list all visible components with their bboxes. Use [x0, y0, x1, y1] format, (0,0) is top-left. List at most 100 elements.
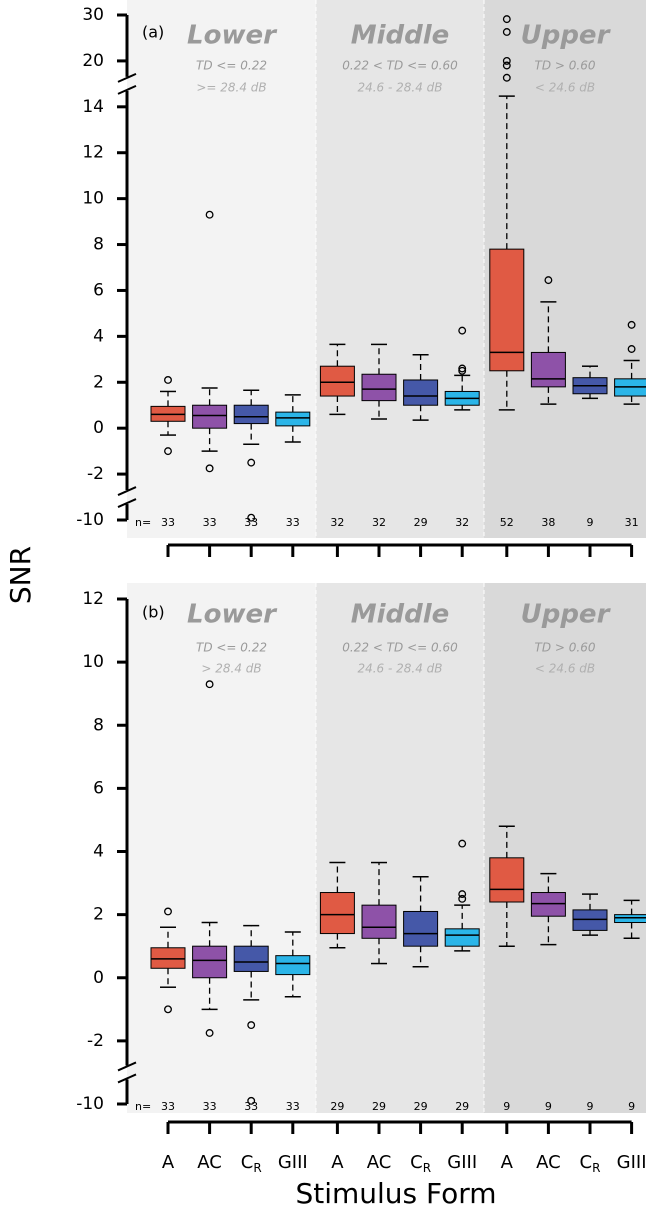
n-label: 29 [414, 1100, 428, 1113]
axis-break [117, 486, 137, 496]
box [444, 928, 480, 947]
region-shade [316, 583, 484, 1113]
n-label: 9 [545, 1100, 552, 1113]
region-name: Upper [521, 600, 612, 630]
n-label: 33 [161, 516, 175, 529]
x-axis-title: Stimulus Form [295, 1177, 496, 1210]
region-range: < 24.6 dB [535, 81, 595, 95]
region-shade [484, 583, 646, 1113]
x-tick-label: GIII [447, 1152, 477, 1173]
region-shade [316, 0, 484, 538]
y-tick-label: -2 [87, 464, 104, 484]
outlier [458, 894, 467, 903]
y-tick-label: 4 [93, 842, 104, 862]
box [233, 404, 269, 425]
x-tick-label-main: C [241, 1152, 254, 1173]
x-tick-label-main: C [410, 1152, 423, 1173]
x-tick-label: CR [410, 1152, 431, 1175]
outlier [502, 61, 511, 70]
region-criterion: TD > 0.60 [535, 641, 596, 655]
box [150, 947, 186, 969]
n-label: 33 [286, 516, 300, 529]
outlier [458, 366, 467, 375]
y-tick-label: -10 [76, 510, 104, 530]
outlier [458, 839, 467, 848]
n-label: 33 [286, 1100, 300, 1113]
y-axis-title: SNR [4, 546, 37, 604]
outlier [205, 464, 214, 473]
x-tick-label: A [331, 1152, 344, 1173]
region-range: 24.6 - 28.4 dB [357, 81, 442, 95]
x-tick-label-sub: R [253, 1161, 261, 1175]
x-tick-label: A [162, 1152, 175, 1173]
n-label: 33 [161, 1100, 175, 1113]
x-tick-label: AC [197, 1152, 222, 1173]
y-tick-label: 8 [93, 235, 104, 255]
box [572, 909, 608, 931]
outlier [205, 680, 214, 689]
outlier [458, 890, 467, 899]
x-tick-label-sub: R [592, 1161, 600, 1175]
box [489, 248, 525, 372]
x-tick-label: A [501, 1152, 514, 1173]
region-criterion: 0.22 < TD <= 0.60 [342, 641, 458, 655]
outlier [164, 447, 172, 456]
region-range: < 24.6 dB [535, 662, 595, 676]
outlier [247, 513, 256, 522]
n-label: 29 [414, 516, 428, 529]
box [319, 365, 355, 397]
box [403, 910, 439, 947]
n-label: 29 [372, 1100, 386, 1113]
y-tick-label: 10 [82, 189, 104, 209]
region-criterion: TD <= 0.22 [196, 59, 267, 73]
x-tick-label: AC [367, 1152, 392, 1173]
outlier [205, 210, 214, 219]
y-tick-label: 12 [82, 589, 104, 609]
n-label: 52 [500, 516, 514, 529]
axis-break [117, 1073, 137, 1084]
box [192, 404, 228, 429]
y-tick-label: 0 [93, 968, 104, 988]
region-shade [127, 0, 316, 538]
box [275, 955, 311, 976]
n-label: 33 [244, 516, 258, 529]
outlier [544, 276, 553, 285]
x-tick-label-main: C [580, 1152, 593, 1173]
region-name: Lower [187, 21, 278, 51]
n-label: 29 [455, 1100, 469, 1113]
region-name: Middle [351, 21, 450, 51]
panel-label: (b) [142, 603, 165, 622]
x-tick-label: CR [241, 1152, 262, 1175]
outlier [247, 1021, 256, 1030]
n-label: 9 [628, 1100, 635, 1113]
box [614, 914, 646, 924]
y-tick-label: 30 [82, 5, 104, 25]
n-label: 33 [244, 1100, 258, 1113]
n-label: 9 [587, 1100, 594, 1113]
n-label: 32 [330, 516, 344, 529]
n-label: 38 [541, 516, 555, 529]
x-tick-label-sub: R [423, 1161, 431, 1175]
y-tick-label: 6 [93, 280, 104, 300]
n-prefix: n= [135, 1100, 151, 1113]
y-tick-label: 6 [93, 778, 104, 798]
outlier [502, 56, 511, 65]
outlier [247, 1096, 256, 1105]
x-tick-label: CR [580, 1152, 601, 1175]
axis-break [117, 72, 137, 83]
box [233, 945, 269, 972]
outlier [627, 320, 636, 329]
y-tick-label: 10 [82, 652, 104, 672]
box [275, 411, 311, 427]
n-label: 9 [503, 1100, 510, 1113]
n-label: 31 [625, 516, 639, 529]
region-shade [127, 583, 316, 1113]
box [530, 892, 566, 917]
n-label: 33 [203, 1100, 217, 1113]
region-range: 24.6 - 28.4 dB [357, 662, 442, 676]
region-criterion: TD <= 0.22 [196, 641, 267, 655]
panel-label: (a) [142, 23, 164, 42]
outlier [164, 1005, 172, 1014]
region-name: Lower [187, 600, 278, 630]
region-criterion: 0.22 < TD <= 0.60 [342, 59, 458, 73]
